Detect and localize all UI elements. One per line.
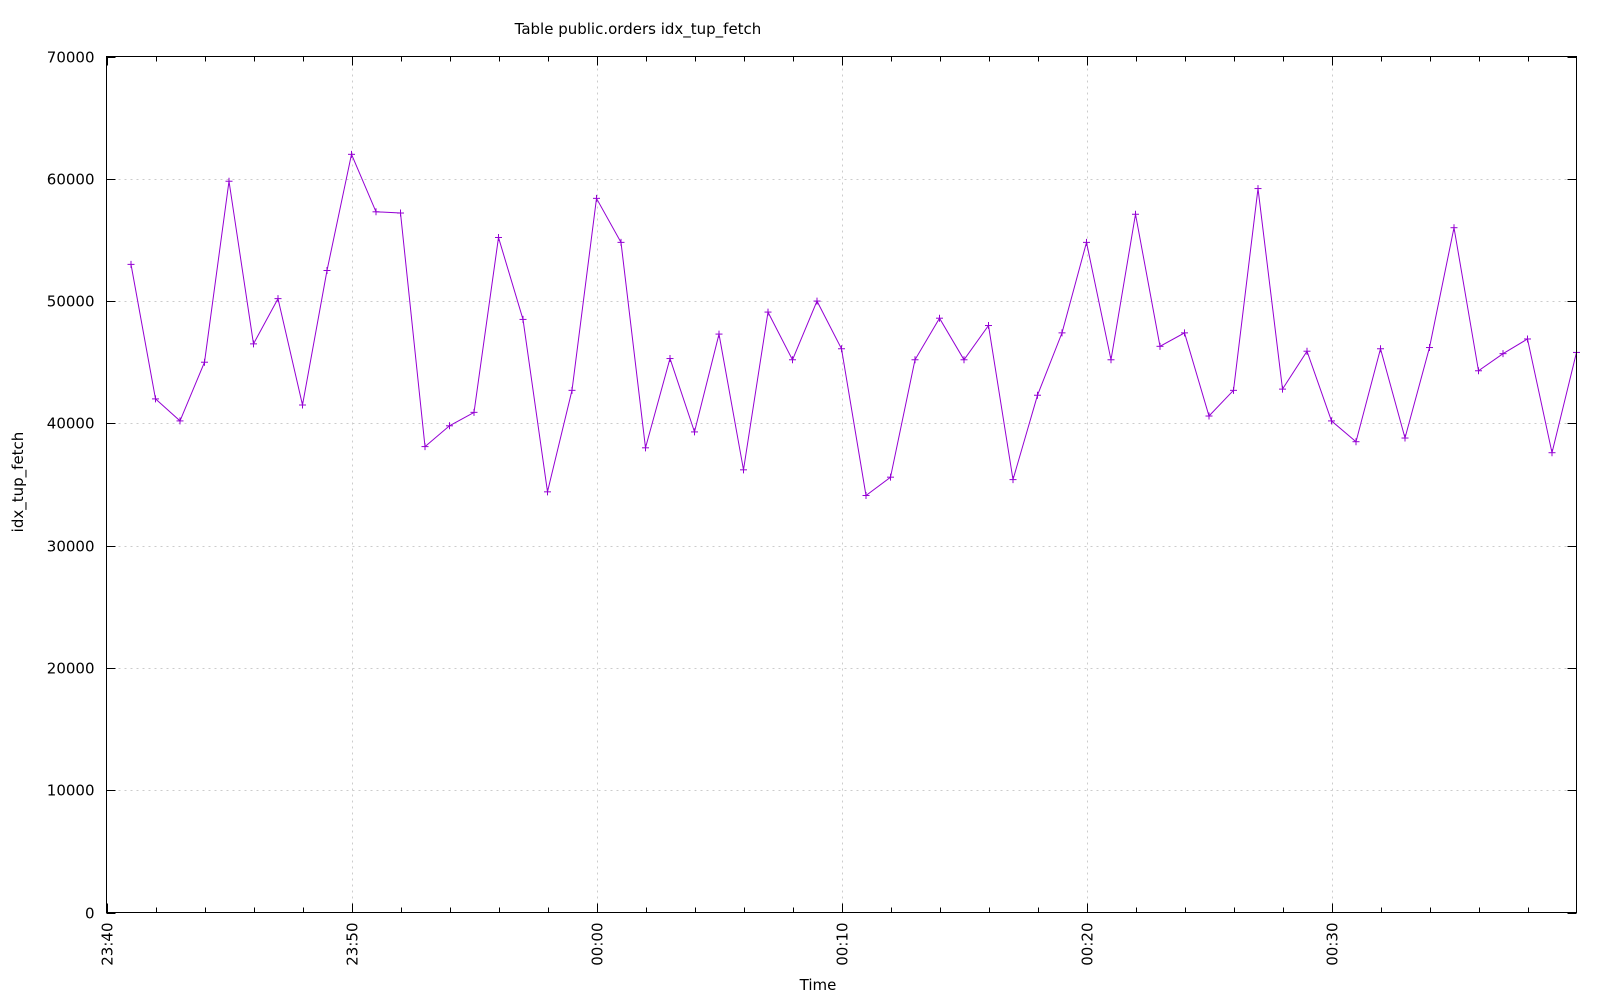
- data-point: [1205, 412, 1213, 420]
- data-point: [715, 330, 723, 338]
- y-tick-label: 10000: [47, 782, 95, 800]
- x-axis-label: Time: [799, 976, 837, 994]
- data-point: [519, 315, 527, 323]
- x-tick-label: 00:10: [834, 923, 852, 966]
- data-point: [176, 417, 184, 425]
- data-point: [1279, 385, 1286, 393]
- data-point: [838, 345, 845, 353]
- data-point: [1303, 347, 1311, 355]
- x-tick-label: 00:00: [589, 923, 607, 966]
- data-point: [348, 150, 355, 158]
- data-point: [274, 295, 282, 303]
- data-point: [593, 194, 600, 202]
- data-point: [740, 466, 747, 474]
- y-tick-label: 0: [85, 905, 95, 923]
- data-point: [1401, 434, 1409, 442]
- plot-frame: [106, 56, 1577, 913]
- x-tick-label: 23:40: [99, 923, 117, 966]
- data-point: [960, 356, 968, 364]
- y-tick-label: 50000: [47, 293, 95, 311]
- data-point: [1009, 476, 1017, 484]
- data-point: [1107, 356, 1115, 364]
- data-point: [1524, 335, 1531, 343]
- data-point: [1181, 329, 1188, 337]
- y-tick-label: 20000: [47, 660, 95, 678]
- x-tick-label: 23:50: [344, 923, 362, 966]
- data-point: [495, 233, 502, 241]
- data-point: [397, 209, 404, 217]
- data-point: [225, 177, 233, 185]
- data-point: [936, 314, 943, 322]
- data-point: [201, 358, 208, 366]
- chart-title: Table public.orders idx_tup_fetch: [514, 20, 762, 39]
- data-point: [985, 322, 992, 330]
- data-series: [127, 150, 1580, 500]
- data-point: [691, 428, 698, 436]
- data-point: [911, 356, 919, 364]
- x-tick-label: 00:30: [1324, 923, 1342, 966]
- grid-lines: [106, 56, 1577, 913]
- data-point: [1083, 238, 1090, 246]
- y-tick-label: 30000: [47, 538, 95, 556]
- data-point: [372, 208, 380, 216]
- data-point: [323, 267, 331, 274]
- data-point: [666, 355, 674, 363]
- data-point: [642, 444, 649, 452]
- data-point: [421, 443, 429, 451]
- data-point: [1254, 185, 1262, 193]
- data-point: [568, 386, 576, 394]
- data-point: [862, 492, 870, 500]
- y-tick-label: 60000: [47, 171, 95, 189]
- data-point: [470, 408, 478, 416]
- series-line: [130, 152, 1577, 497]
- data-point: [1475, 367, 1482, 375]
- data-point: [1034, 391, 1041, 399]
- data-point: [617, 238, 625, 246]
- data-point: [1156, 342, 1164, 350]
- y-tick-label: 40000: [47, 415, 95, 433]
- data-point: [813, 297, 821, 305]
- data-point: [446, 422, 453, 430]
- data-point: [299, 401, 306, 409]
- data-point: [1352, 438, 1360, 446]
- x-tick-label: 00:20: [1079, 923, 1097, 966]
- data-point: [127, 260, 135, 268]
- data-point: [1450, 224, 1458, 232]
- data-point: [1499, 350, 1507, 358]
- data-point: [1548, 449, 1556, 457]
- data-point: [1230, 386, 1237, 394]
- data-point: [789, 356, 796, 364]
- data-point: [152, 395, 159, 403]
- data-point: [1132, 210, 1139, 218]
- data-point: [1377, 345, 1384, 353]
- data-point: [544, 488, 551, 496]
- data-point: [887, 473, 894, 481]
- data-point: [1328, 417, 1335, 425]
- data-point: [250, 340, 257, 348]
- y-axis-label: idx_tup_fetch: [9, 432, 28, 533]
- y-tick-label: 70000: [47, 49, 95, 67]
- axis-ticks: 0 10000 20000 30000 40000 50000 60000 70000 23:4…: [47, 49, 1577, 966]
- data-point: [1426, 344, 1433, 352]
- data-point: [764, 308, 772, 316]
- data-point: [1058, 329, 1066, 337]
